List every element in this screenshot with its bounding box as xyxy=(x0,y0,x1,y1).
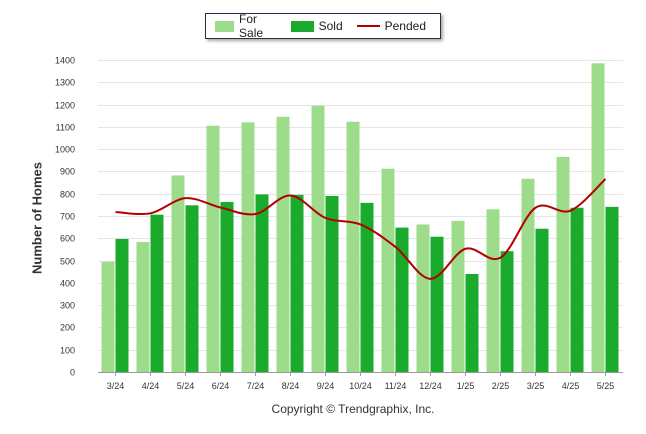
y-tick-label-0: 0 xyxy=(70,368,75,378)
legend-swatch-pended xyxy=(356,25,380,27)
x-tick-label-10/24: 10/24 xyxy=(349,381,372,391)
x-tick-label-1/25: 1/25 xyxy=(457,381,475,391)
for-sale-bar-5/24 xyxy=(171,175,185,372)
sold-bar-7/24 xyxy=(255,194,269,372)
sold-bar-4/24 xyxy=(150,214,164,372)
legend-item-pended[interactable]: Pended xyxy=(356,19,426,33)
y-tick-label-1400: 1400 xyxy=(55,56,75,66)
for-sale-bar-4/24 xyxy=(136,242,150,372)
x-tick-label-7/24: 7/24 xyxy=(247,381,265,391)
x-tick-label-5/25: 5/25 xyxy=(597,381,615,391)
x-tick-label-8/24: 8/24 xyxy=(282,381,300,391)
x-tick-label-11/24: 11/24 xyxy=(385,381,407,391)
y-tick-label-300: 300 xyxy=(60,301,75,311)
for-sale-bar-10/24 xyxy=(346,121,360,372)
y-axis-ticks: 0 100 200 300 400 500 600 700 800 900 1000 1100 1200… xyxy=(55,56,75,378)
y-tick-label-100: 100 xyxy=(60,346,75,356)
y-tick-label-500: 500 xyxy=(60,257,75,267)
legend-item-for-sale[interactable]: For Sale xyxy=(215,12,277,40)
sold-bar-2/25 xyxy=(500,251,514,372)
y-tick-label-1300: 1300 xyxy=(55,78,75,88)
for-sale-bar-5/25 xyxy=(591,63,605,372)
legend: For Sale Sold Pended xyxy=(205,12,441,40)
x-tick-label-3/25: 3/25 xyxy=(527,381,545,391)
sold-bar-1/25 xyxy=(465,273,479,372)
for-sale-bar-3/24 xyxy=(101,261,115,372)
sold-bar-5/25 xyxy=(605,206,619,372)
for-sale-bar-8/24 xyxy=(276,116,290,372)
sold-bar-3/25 xyxy=(535,228,549,372)
sold-bar-5/24 xyxy=(185,205,199,372)
sold-bar-6/24 xyxy=(220,201,234,372)
x-tick-label-4/25: 4/25 xyxy=(562,381,580,391)
y-tick-label-200: 200 xyxy=(60,323,75,333)
pended-line xyxy=(115,178,607,280)
y-tick-label-600: 600 xyxy=(60,234,75,244)
x-tick-label-9/24: 9/24 xyxy=(317,381,335,391)
sold-bar-11/24 xyxy=(395,227,409,372)
x-tick-label-2/25: 2/25 xyxy=(492,381,510,391)
for-sale-bar-2/25 xyxy=(486,209,500,372)
sold-bar-12/24 xyxy=(430,236,444,372)
for-sale-bar-1/25 xyxy=(451,220,465,372)
y-tick-label-1200: 1200 xyxy=(55,101,75,111)
for-sale-bar-6/24 xyxy=(206,125,220,372)
sold-bar-9/24 xyxy=(325,195,339,372)
copyright-footer: Copyright © Trendgraphix, Inc. xyxy=(271,402,435,416)
for-sale-bar-12/24 xyxy=(416,224,430,372)
x-tick-label-5/24: 5/24 xyxy=(177,381,195,391)
x-tick-label-4/24: 4/24 xyxy=(142,381,160,391)
y-tick-label-1000: 1000 xyxy=(55,145,75,155)
bars xyxy=(101,63,619,373)
legend-label-sold: Sold xyxy=(318,19,343,33)
x-tick-label-12/24: 12/24 xyxy=(419,381,442,391)
y-tick-label-1100: 1100 xyxy=(56,123,75,133)
for-sale-bar-9/24 xyxy=(311,105,325,372)
legend-swatch-sold xyxy=(290,20,314,32)
x-axis-ticks: 3/24 4/24 5/24 6/24 7/24 8/24 9/24 10/24 11/24 12… xyxy=(107,372,615,391)
for-sale-bar-3/25 xyxy=(521,178,535,372)
sold-bar-3/24 xyxy=(115,238,129,372)
pended-series-line xyxy=(115,178,607,280)
y-tick-label-800: 800 xyxy=(60,190,75,200)
y-axis-label: Number of Homes xyxy=(29,162,45,274)
x-tick-label-3/24: 3/24 xyxy=(107,381,125,391)
legend-swatch-for-sale xyxy=(215,20,235,32)
y-tick-label-400: 400 xyxy=(60,279,75,289)
legend-item-sold[interactable]: Sold xyxy=(290,19,343,33)
legend-label-for-sale: For Sale xyxy=(239,12,264,40)
for-sale-bar-11/24 xyxy=(381,168,395,372)
x-tick-label-6/24: 6/24 xyxy=(212,381,230,391)
for-sale-bar-4/25 xyxy=(556,156,570,372)
sold-bar-10/24 xyxy=(360,202,374,372)
y-tick-label-700: 700 xyxy=(60,212,75,222)
y-tick-label-900: 900 xyxy=(60,167,75,177)
sold-bar-4/25 xyxy=(570,207,584,372)
for-sale-bar-7/24 xyxy=(241,122,255,373)
sold-bar-8/24 xyxy=(290,194,304,372)
legend-label-pended: Pended xyxy=(384,19,426,33)
